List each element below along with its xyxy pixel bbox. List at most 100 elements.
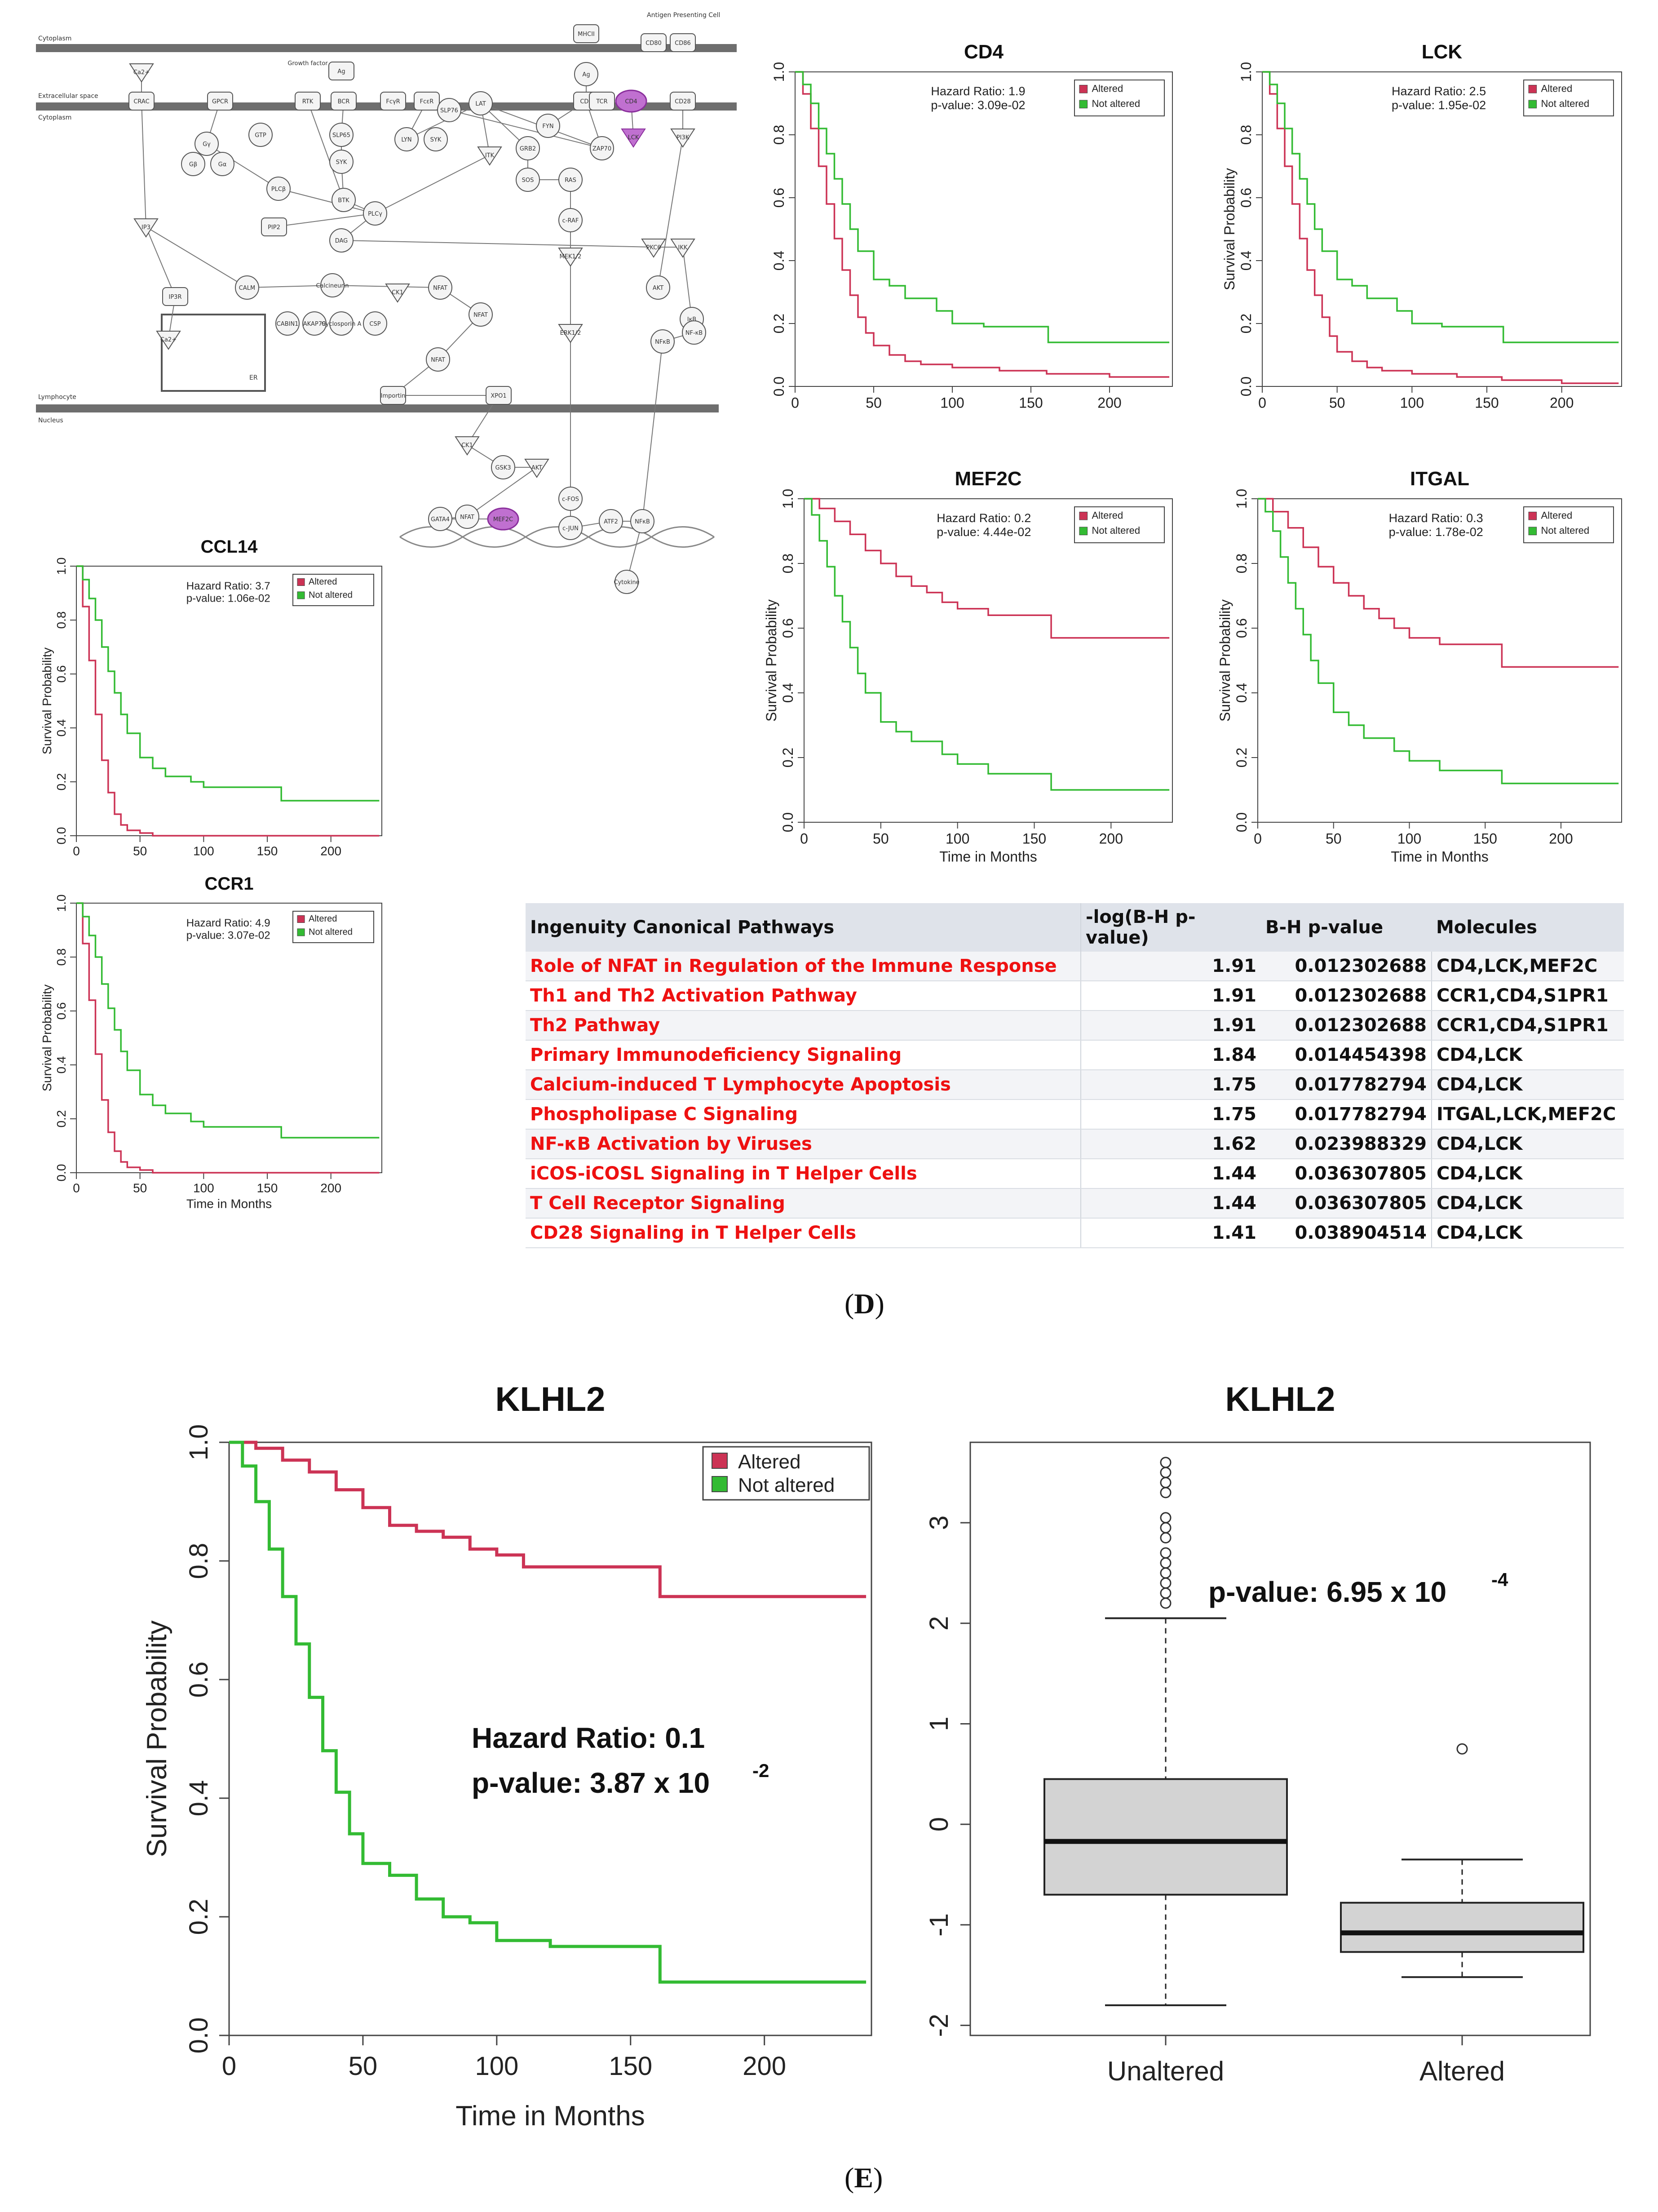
legend-box [292,574,374,606]
legend-swatch [297,578,305,586]
x-tick-label: Unaltered [1107,2056,1224,2086]
y-tick-label: 0.6 [1238,188,1254,208]
km-series-not-altered [229,1441,867,1984]
pathway-node-shape [650,329,675,354]
header-neglog: -log(B-H p-value) [1080,903,1261,952]
ipa-table: Ingenuity Canonical Pathways -log(B-H p-… [526,903,1624,1248]
pathway-node-shape [590,136,614,160]
region-label: ER [249,374,258,381]
p-value-text: p-value: 4.44e-02 [937,525,1031,539]
pathway-node-shape [670,239,695,258]
legend-swatch [297,915,305,923]
molecules-cell: CCR1,CD4,S1PR1 [1431,981,1624,1011]
nuclear-membrane [36,404,719,412]
table-row: Phospholipase C Signaling 1.75 0.017782794… [526,1099,1624,1130]
pathway-node-shape [424,127,448,151]
y-tick-label: 0.0 [780,812,796,832]
pathway-node-shape [328,62,354,80]
pathway-node-label: CD86 [675,40,691,47]
plot-frame [804,498,1173,823]
dna-helix [399,526,715,548]
x-tick-label: 100 [193,1181,214,1195]
legend-label: Not altered [1541,98,1590,109]
x-tick-label: 100 [475,2052,518,2081]
header-pvalue: B-H p-value [1261,903,1432,952]
km-series-altered [76,902,380,1174]
pathway-node-shape [646,275,670,300]
y-tick-label: 0.0 [1238,377,1254,396]
legend-label: Altered [738,1451,800,1473]
pathway-node-shape [682,320,706,345]
table-row: Role of NFAT in Regulation of the Immune… [526,952,1624,981]
x-tick-label: 50 [133,1181,147,1195]
er-compartment [161,314,266,392]
hazard-ratio-text: Hazard Ratio: 0.1 [472,1722,705,1754]
legend-swatch [1079,511,1088,520]
pathway-node-shape [332,188,356,212]
pathway-node-label: NFAT [433,285,447,292]
pathway-node-shape [516,136,540,160]
y-tick-label: 0.8 [771,125,787,145]
pathway-node-shape [128,92,155,111]
pvalue-cell: 0.012302688 [1261,1011,1432,1041]
plot-frame [969,1441,1591,2036]
pathway-node-label: CD28 [675,98,691,105]
y-tick-label: 0.2 [780,748,796,767]
legend-label: Not altered [1541,525,1590,536]
pathway-edge [449,110,602,149]
pathway-name-cell: Phospholipase C Signaling [526,1099,1081,1130]
neglog-cell: 1.91 [1080,981,1261,1011]
x-tick-label: 200 [1550,395,1574,411]
km-chart-ccr1: CCR1 0 50 100 150 200 0.0 0.2 0.4 0.6 0.8 1.0 Time i… [40,874,382,1210]
x-tick-label: 50 [866,395,882,411]
p-value-text: p-value: 1.06e-02 [186,593,270,605]
km-series-not-altered [76,565,380,802]
pathway-node-shape [455,505,479,529]
pathway-node-shape [329,150,354,174]
panel-label-e: (E) [844,2162,883,2194]
x-axis-label: Time in Months [1391,849,1489,865]
pathway-node-label: Importin [381,393,406,399]
header-pathway: Ingenuity Canonical Pathways [526,903,1081,952]
x-tick-label: 0 [73,844,80,858]
pathway-node-shape [491,455,515,479]
legend-swatch [712,1453,728,1469]
pathway-node-label: ZAP70 [592,146,611,152]
region-label: Cytoplasm [38,35,71,42]
pathway-node-shape [455,436,480,456]
pathway-node-shape [574,62,598,86]
pathway-node-shape [181,152,205,176]
y-tick-label: 0.2 [771,314,787,333]
pathway-node-label: CRAC [133,98,149,105]
p-value-exponent: -4 [1491,1569,1508,1590]
molecules-cell: CD4,LCK [1431,1218,1624,1248]
pathway-node-label: SLP76 [440,107,458,114]
pathway-node-shape [477,146,502,166]
p-value-text: p-value: 1.78e-02 [1389,525,1483,539]
plot-frame [76,566,382,836]
x-tick-label: 50 [1329,395,1345,411]
km-series-not-altered [1262,71,1619,343]
km-chart-itgal: ITGAL 0 50 100 150 200 0.0 0.2 0.4 0.6 0.8 1.0 Time … [1217,468,1622,865]
pathway-edge [146,226,248,288]
y-tick-label: 0.2 [54,773,68,791]
pathway-node-shape [524,459,549,478]
panel-letter: D [854,1288,875,1320]
pathway-node-label: Ca2+ [160,337,177,343]
pathway-node-label: CD4 [625,98,637,105]
y-tick-label: 0.0 [771,377,787,396]
region-label: Nucleus [38,417,63,424]
region-label: Extracellular space [38,93,98,100]
pathway-node-shape [129,63,154,83]
header-molecules: Molecules [1432,903,1624,952]
legend-box [1523,80,1614,116]
plot-frame [795,71,1173,387]
km-chart-lck: LCK 0 50 100 150 200 0.0 0.2 0.4 0.6 0.8 1.0 Surviva… [1221,41,1622,411]
pathway-node-label: PI3K [676,134,690,141]
pathway-node-shape [615,89,647,113]
pathway-node-label: ITK [485,152,495,159]
neglog-cell: 1.62 [1080,1129,1261,1159]
pathway-node-shape [363,311,387,336]
pathway-node-label: CABIN1 [277,321,299,328]
y-tick-label: 0.4 [54,1056,68,1074]
